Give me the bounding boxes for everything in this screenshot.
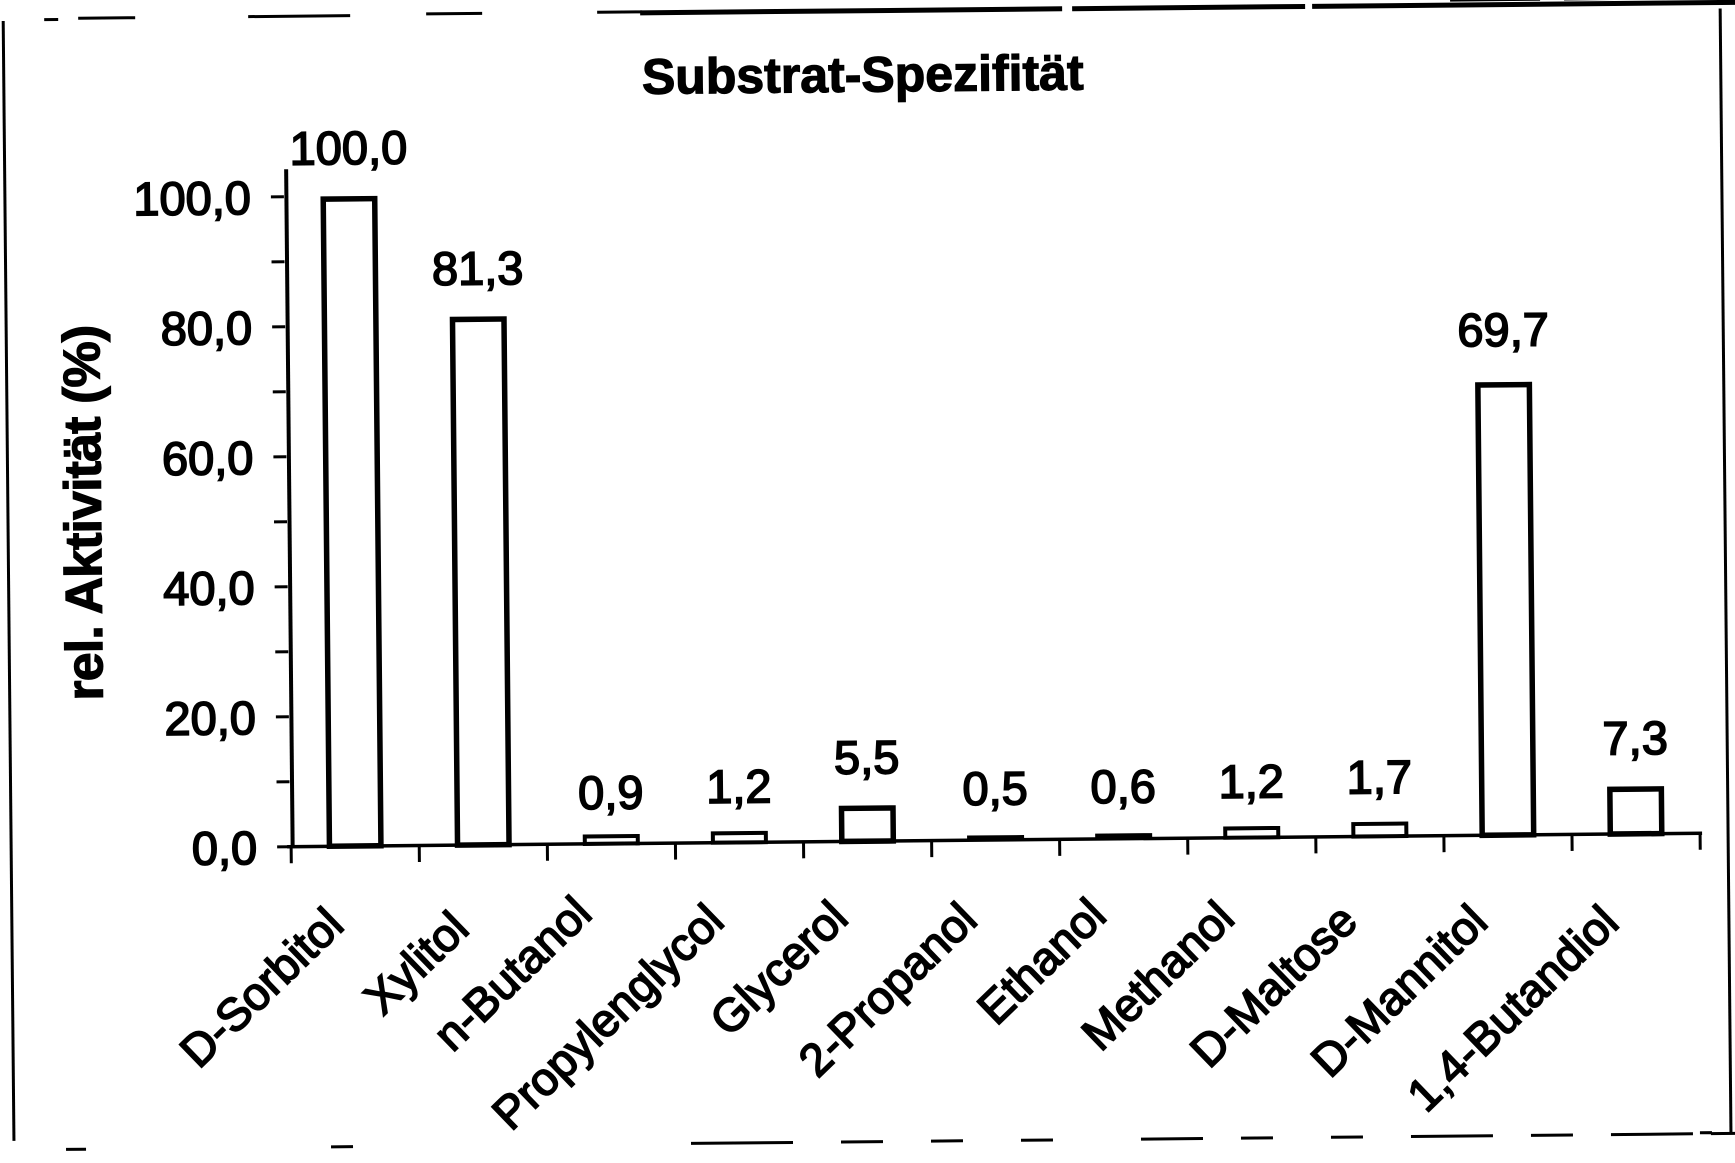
svg-text:1,7: 1,7 xyxy=(1346,750,1412,804)
svg-text:0,0: 0,0 xyxy=(192,821,258,875)
svg-text:D-Sorbitol: D-Sorbitol xyxy=(170,898,353,1078)
svg-text:Substrat-Spezifität: Substrat-Spezifität xyxy=(642,45,1085,105)
svg-text:69,7: 69,7 xyxy=(1457,303,1549,357)
svg-text:60,0: 60,0 xyxy=(162,431,254,485)
svg-text:100,0: 100,0 xyxy=(289,121,407,175)
svg-text:5,5: 5,5 xyxy=(834,730,900,784)
svg-text:rel. Aktivität (%): rel. Aktivität (%) xyxy=(53,326,115,701)
svg-text:20,0: 20,0 xyxy=(164,691,256,745)
svg-text:0,9: 0,9 xyxy=(578,765,644,819)
svg-text:1,2: 1,2 xyxy=(1218,754,1284,808)
svg-text:1,2: 1,2 xyxy=(706,759,772,813)
svg-text:100,0: 100,0 xyxy=(133,171,251,225)
svg-text:0,5: 0,5 xyxy=(962,761,1028,815)
svg-text:81,3: 81,3 xyxy=(432,241,524,295)
svg-text:7,3: 7,3 xyxy=(1602,711,1668,765)
svg-text:40,0: 40,0 xyxy=(163,561,255,615)
svg-text:80,0: 80,0 xyxy=(160,301,252,355)
svg-text:0,6: 0,6 xyxy=(1090,760,1156,814)
